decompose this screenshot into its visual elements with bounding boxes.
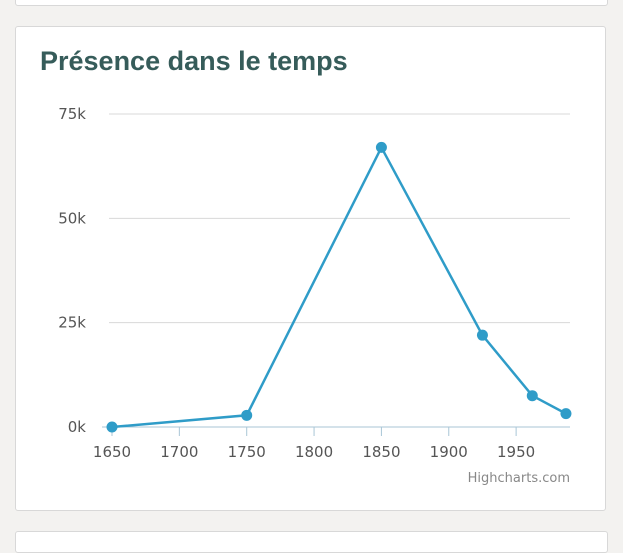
data-point[interactable] <box>560 408 572 420</box>
y-tick-label: 25k <box>58 314 86 332</box>
x-tick-label: 1700 <box>160 443 198 461</box>
x-tick-label: 1850 <box>362 443 400 461</box>
x-axis-labels: 1650 1700 1750 1800 1850 1900 1950 <box>93 443 535 461</box>
series-points <box>106 141 572 433</box>
line-chart: 0k 25k 50k 75k 1650 1700 1750 1800 1850 1900 1950… <box>58 105 572 486</box>
x-tick-label: 1900 <box>430 443 468 461</box>
x-tick-label: 1750 <box>228 443 266 461</box>
chart-title: Présence dans le temps <box>40 46 348 76</box>
grid-lines <box>109 113 570 324</box>
y-tick-label: 75k <box>58 105 86 123</box>
data-point[interactable] <box>241 409 253 421</box>
credits-link[interactable]: Highcharts.com <box>468 471 570 486</box>
y-axis-labels: 0k 25k 50k 75k <box>58 105 86 436</box>
data-point[interactable] <box>476 329 488 341</box>
x-tick-label: 1950 <box>497 443 535 461</box>
data-point[interactable] <box>526 390 538 402</box>
x-tick-label: 1800 <box>295 443 333 461</box>
data-point[interactable] <box>375 141 387 153</box>
x-tick-label: 1650 <box>93 443 131 461</box>
y-tick-label: 0k <box>68 418 87 436</box>
previous-card <box>15 0 608 6</box>
series-line <box>111 144 567 429</box>
y-tick-label: 50k <box>58 209 86 227</box>
x-axis-ticks <box>111 427 517 436</box>
data-point[interactable] <box>106 421 118 433</box>
